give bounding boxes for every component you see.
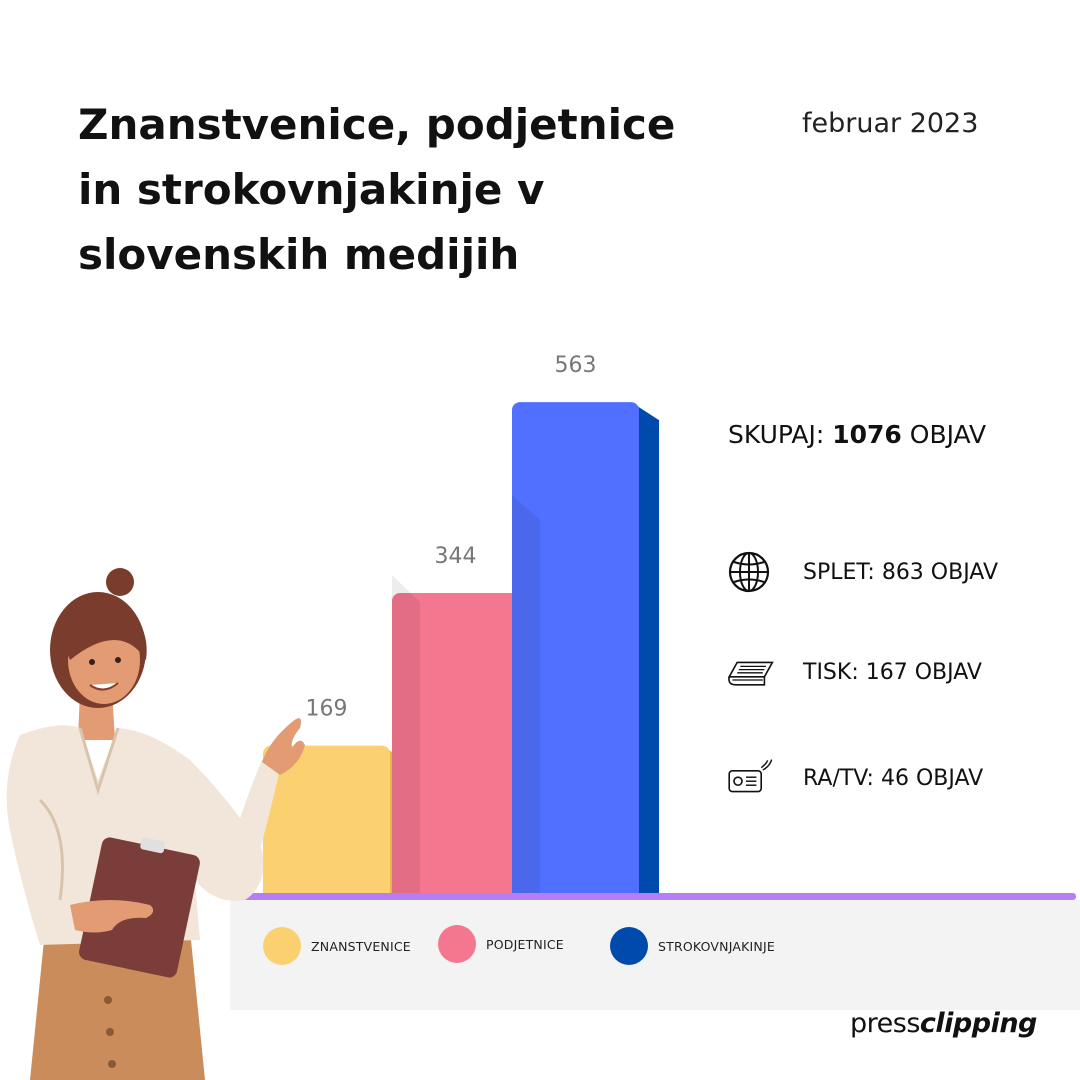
total-prefix: SKUPAJ:: [728, 420, 825, 449]
media-label-web: SPLET: 863 OBJAV: [803, 559, 999, 585]
data-label-podjetnice: 344: [435, 544, 477, 569]
legend-item-znanstvenice: ZNANSTVENICE: [263, 927, 411, 965]
chart-title: Znanstvenice, podjetnice in strokovnjaki…: [78, 92, 738, 287]
media-row-web: SPLET: 863 OBJAV: [726, 550, 998, 594]
media-label-print: TISK: 167 OBJAV: [803, 659, 982, 685]
data-label-znanstvenice: 169: [306, 697, 348, 722]
bar-strokovnjakinje: [512, 402, 639, 899]
total-suffix: OBJAV: [909, 420, 987, 449]
legend-label-podjetnice: PODJETNICE: [486, 936, 564, 952]
media-row-print: TISK: 167 OBJAV: [726, 650, 982, 694]
data-label-strokovnjakinje: 563: [555, 353, 597, 378]
title-line-2: in strokovnjakinje v: [78, 165, 545, 214]
bar-podjetnice: [392, 593, 519, 899]
newspaper-icon: [726, 650, 774, 694]
pressclipping-logo: pressclipping: [850, 1008, 1037, 1039]
logo-part-bold: clipping: [919, 1008, 1037, 1039]
title-line-3: slovenskih medijih: [78, 230, 520, 279]
chart-floor: [230, 900, 1080, 1010]
legend-item-strokovnjakinje: STROKOVNJAKINJE: [610, 927, 775, 965]
chart-baseline: [230, 893, 1076, 900]
date-label: februar 2023: [802, 108, 979, 139]
bar-shadow: [392, 575, 420, 893]
logo-part-light: press: [850, 1008, 920, 1039]
globe-icon: [726, 550, 774, 594]
legend-label-strokovnjakinje: STROKOVNJAKINJE: [658, 938, 775, 954]
total-value: 1076: [832, 420, 902, 449]
legend-swatch-pink: [438, 925, 476, 963]
legend-swatch-yellow: [263, 927, 301, 965]
media-label-radio-tv: RA/TV: 46 OBJAV: [803, 765, 984, 791]
legend-item-podjetnice: PODJETNICE: [438, 925, 564, 963]
legend-label-znanstvenice: ZNANSTVENICE: [311, 938, 411, 954]
bar-znanstvenice: [263, 745, 390, 899]
title-line-1: Znanstvenice, podjetnice: [78, 100, 676, 149]
total-count: SKUPAJ: 1076 OBJAV: [728, 420, 986, 449]
bar-shadow: [512, 495, 540, 893]
woman-illustration: [6, 568, 305, 1080]
legend-swatch-blue: [610, 927, 648, 965]
radio-icon: [726, 756, 774, 800]
media-row-radio-tv: RA/TV: 46 OBJAV: [726, 756, 983, 800]
